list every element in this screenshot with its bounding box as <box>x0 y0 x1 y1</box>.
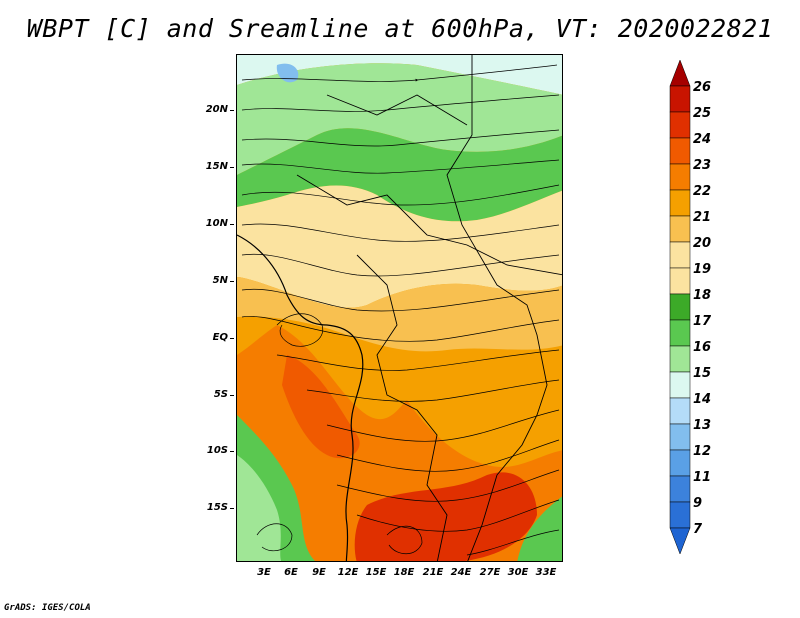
lon-tick: 21E <box>422 567 444 578</box>
field-23 <box>282 355 360 459</box>
field-17 <box>237 128 562 222</box>
lon-tick: 18E <box>393 567 415 578</box>
field-19 <box>237 185 562 308</box>
colorbar-label: 26 <box>693 80 712 95</box>
lon-tick: 15E <box>365 567 387 578</box>
colorbar-label: 22 <box>693 184 712 199</box>
colorbar-label: 20 <box>693 236 712 251</box>
border-line <box>296 174 562 276</box>
colorbar-label: 21 <box>693 210 712 225</box>
border-line <box>446 55 548 561</box>
colorbar-graphic <box>669 60 691 555</box>
lon-tick: 24E <box>450 567 472 578</box>
lon-tick: 6E <box>284 567 298 578</box>
field-16 <box>237 63 562 175</box>
field-13 <box>276 63 299 83</box>
field-17-se <box>517 496 562 561</box>
lon-tick: 27E <box>479 567 501 578</box>
lon-tick: 33E <box>535 567 557 578</box>
colorbar-label: 12 <box>693 444 712 459</box>
lon-tick: 30E <box>507 567 529 578</box>
colorbar-label: 15 <box>693 366 712 381</box>
border-line <box>356 254 448 561</box>
coastline <box>237 234 364 561</box>
colorbar-label: 17 <box>693 314 712 329</box>
streamlines <box>241 64 560 556</box>
lon-tick: 9E <box>312 567 326 578</box>
colorbar-label: 18 <box>693 288 712 303</box>
colorbar-label: 16 <box>693 340 712 355</box>
lat-tick: 5N <box>188 275 234 286</box>
lat-tick: EQ <box>188 332 234 343</box>
lon-tick: 3E <box>257 567 271 578</box>
colorbar-label: 7 <box>693 522 703 537</box>
lat-tick: 20N <box>188 104 234 115</box>
map-panel <box>236 54 563 562</box>
field-16-sw <box>237 455 282 561</box>
wbpt-field <box>237 55 562 561</box>
border-line <box>326 94 468 126</box>
lon-tick: 12E <box>337 567 359 578</box>
colorbar-label: 19 <box>693 262 712 277</box>
colorbar-label: 14 <box>693 392 712 407</box>
footer-credit: GrADS: IGES/COLA <box>4 603 91 613</box>
lat-tick: 5S <box>188 389 234 400</box>
colorbar-label: 11 <box>693 470 712 485</box>
colorbar-label: 23 <box>693 158 712 173</box>
colorbar-label: 25 <box>693 106 712 121</box>
lat-tick: 15N <box>188 161 234 172</box>
colorbar-label: 13 <box>693 418 712 433</box>
lat-tick: 15S <box>188 502 234 513</box>
map-title: WBPT [C] and Sreamline at 600hPa, VT: 20… <box>26 14 774 43</box>
lat-tick: 10N <box>188 218 234 229</box>
field-15 <box>237 55 562 95</box>
colorbar-label: 9 <box>693 496 703 511</box>
colorbar-label: 24 <box>693 132 712 147</box>
lat-tick: 10S <box>188 445 234 456</box>
